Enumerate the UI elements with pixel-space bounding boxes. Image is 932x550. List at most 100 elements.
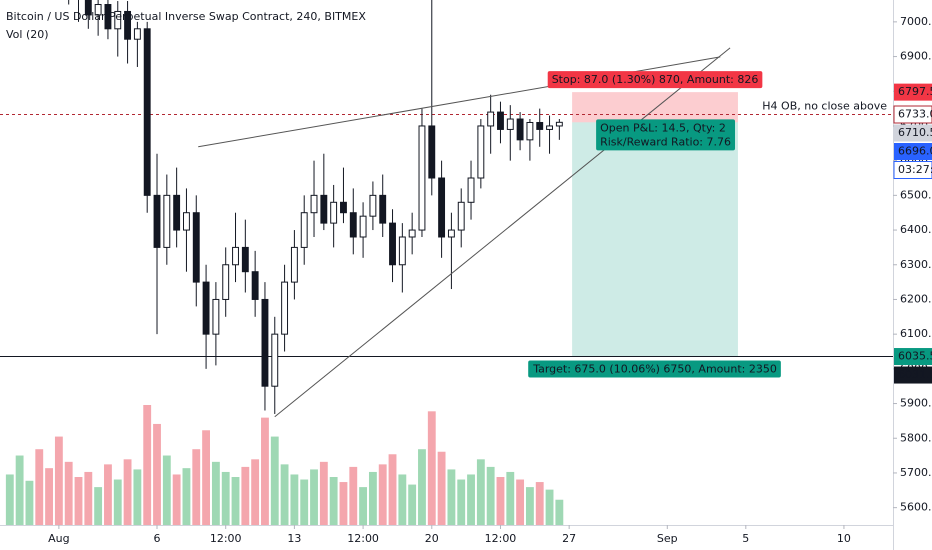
volume-bar [241,466,250,525]
candle-body [477,125,485,179]
chart-title: Bitcoin / US Dollar Perpetual Inverse Sw… [6,10,366,23]
volume-bar [15,455,24,525]
volume-bar [192,449,201,525]
volume-bar [467,474,475,525]
candle-body [290,246,298,283]
volume-bar [496,477,505,525]
volume-bar [153,423,161,525]
y-tick-label: 6900.0 [900,50,932,63]
x-tick-label: 12:00 [347,532,379,545]
candle-body [418,125,426,231]
y-tick-label: 6500.0 [900,188,932,201]
volume-bar [251,459,260,525]
volume-bar [457,479,466,525]
candle-body [310,194,318,214]
candle-body [153,194,161,248]
volume-bar [319,461,328,525]
candle-body [173,194,181,231]
candle-body [497,111,504,130]
candle-body [143,28,151,196]
candle-body [447,229,455,238]
volume-bar [84,471,93,525]
price-badge [894,348,932,366]
volume-bar [378,464,387,525]
volume-bar [231,477,240,525]
volume-bar [133,469,142,525]
trendline [274,47,731,418]
candle-body [340,201,347,214]
candle-body [300,212,308,248]
price-badge [894,83,932,101]
volume-bar [555,499,564,525]
volume-bar [388,454,397,525]
candle-body [133,28,141,40]
candle-body [555,121,563,127]
candle-body [516,118,524,141]
y-tick-label: 6100.0 [900,327,932,340]
volume-bar [408,484,417,525]
candle-body [163,194,171,248]
x-tick-label: Sep [657,532,678,545]
candle-body [320,194,328,224]
volume-bar [45,468,53,525]
candle-body [202,281,210,335]
horizontal-line-label: H4 OB, no close above [762,100,887,113]
candle-body [428,125,436,179]
candle-body [379,194,387,224]
candle-body [271,333,279,387]
y-tick-label: 5900.0 [900,397,932,410]
volume-bar [270,436,279,525]
volume-bar [486,466,495,525]
price-badge [894,143,932,161]
stop-zone [572,92,738,123]
countdown-label: 03:27:53 [898,163,932,176]
candle-body [232,246,239,266]
x-tick-label: 13 [287,532,301,545]
volume-bar [261,417,269,525]
candle-body [369,194,377,217]
candle-body [183,212,190,231]
y-tick-label: 5600.0 [900,501,932,514]
volume-bar [182,468,191,525]
volume-bar [545,489,554,525]
volume-bar [437,451,446,525]
target-label-bg [528,360,781,378]
volume-bar [143,405,152,525]
volume-bar [290,474,299,525]
volume-bar [25,480,34,525]
candle-body [467,177,475,203]
price-badge-label: 6696.0 [898,145,932,158]
candle-body [281,281,289,335]
price-badge-label: 6797.5 [898,85,932,98]
volume-bar [349,466,358,525]
candle-body [349,212,357,238]
candle-body [398,236,406,266]
volume-bar [476,459,485,525]
volume-bar [54,436,63,525]
candle-body [408,229,416,238]
candle-body [222,264,230,300]
price-badge [894,366,932,384]
candle-body [212,298,220,335]
countdown-badge [893,161,932,180]
volume-bar [516,479,525,525]
x-tick-label: 27 [562,532,576,545]
candle-body [84,0,92,16]
x-tick-label: 12:00 [485,532,517,545]
x-tick-label: 12:00 [210,532,242,545]
volume-bar [113,479,122,525]
candle-body [546,125,553,130]
volume-bar [221,471,230,525]
y-tick-label: 7000.0 [900,15,932,28]
candle-body [241,246,249,273]
volume-bar [329,477,338,525]
volume-bar [535,482,544,525]
volume-bar [74,477,83,525]
candle-body [536,121,544,130]
price-badge-label: 6035.5 [898,350,932,363]
volume-bar [359,487,368,525]
candle-body [487,111,495,127]
candle-body [114,10,122,30]
candle-body [261,298,269,387]
